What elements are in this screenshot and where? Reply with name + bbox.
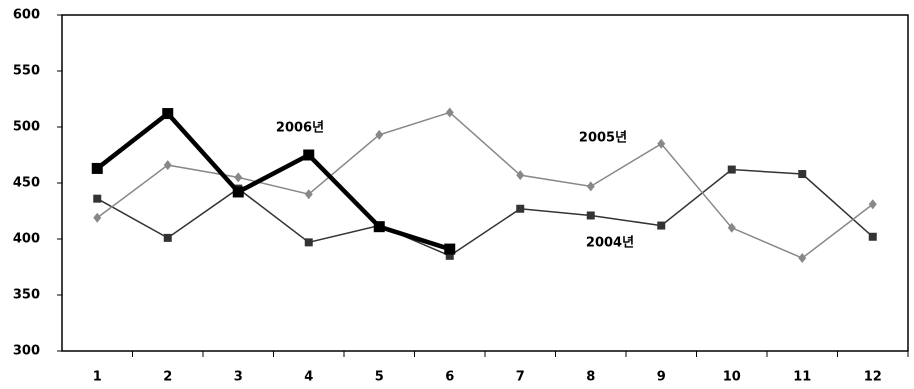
data-point — [516, 204, 525, 213]
x-tick-label: 2 — [163, 370, 172, 385]
data-point — [868, 232, 877, 241]
data-point — [163, 233, 172, 242]
data-point — [304, 238, 313, 247]
series-label: 2006년 — [276, 121, 324, 136]
data-point — [373, 221, 385, 233]
data-point — [93, 194, 102, 203]
data-point — [516, 170, 525, 181]
data-point — [798, 170, 807, 179]
series-line — [95, 110, 451, 252]
y-tick-label: 300 — [13, 344, 40, 359]
y-tick-label: 350 — [13, 288, 40, 303]
data-point — [91, 162, 103, 174]
y-tick-label: 400 — [13, 232, 40, 247]
data-point — [232, 186, 244, 198]
x-tick-label: 12 — [864, 370, 882, 385]
data-point — [586, 211, 595, 220]
data-point — [657, 138, 666, 149]
y-tick-label: 600 — [13, 8, 40, 23]
data-point — [234, 172, 243, 183]
series-label: 2004년 — [586, 236, 634, 251]
y-tick-label: 500 — [13, 120, 40, 135]
x-tick-label: 11 — [793, 370, 811, 385]
x-tick-label: 6 — [445, 370, 454, 385]
x-tick-label: 4 — [304, 370, 313, 385]
x-tick-label: 8 — [586, 370, 595, 385]
data-point — [303, 149, 315, 161]
data-point — [162, 108, 174, 120]
data-point — [445, 251, 454, 260]
data-point — [304, 189, 313, 200]
y-tick-label: 550 — [13, 64, 40, 79]
series-line — [96, 168, 874, 257]
data-point — [444, 243, 456, 255]
data-point — [163, 160, 172, 171]
x-tick-label: 3 — [234, 370, 243, 385]
data-point — [727, 222, 736, 233]
x-tick-label: 9 — [657, 370, 666, 385]
x-tick-label: 10 — [723, 370, 741, 385]
data-point — [798, 253, 807, 264]
series-label: 2005년 — [579, 131, 627, 146]
x-tick-label: 1 — [93, 370, 102, 385]
x-tick-label: 7 — [516, 370, 525, 385]
data-point — [93, 212, 102, 223]
plot-frame — [61, 14, 909, 352]
data-point — [868, 199, 877, 210]
x-tick-label: 5 — [375, 370, 384, 385]
data-point — [375, 129, 384, 140]
y-tick-label: 450 — [13, 176, 40, 191]
data-point — [727, 165, 736, 174]
data-point — [445, 107, 454, 118]
series-line — [96, 111, 874, 259]
data-point — [657, 221, 666, 230]
data-point — [586, 181, 595, 192]
